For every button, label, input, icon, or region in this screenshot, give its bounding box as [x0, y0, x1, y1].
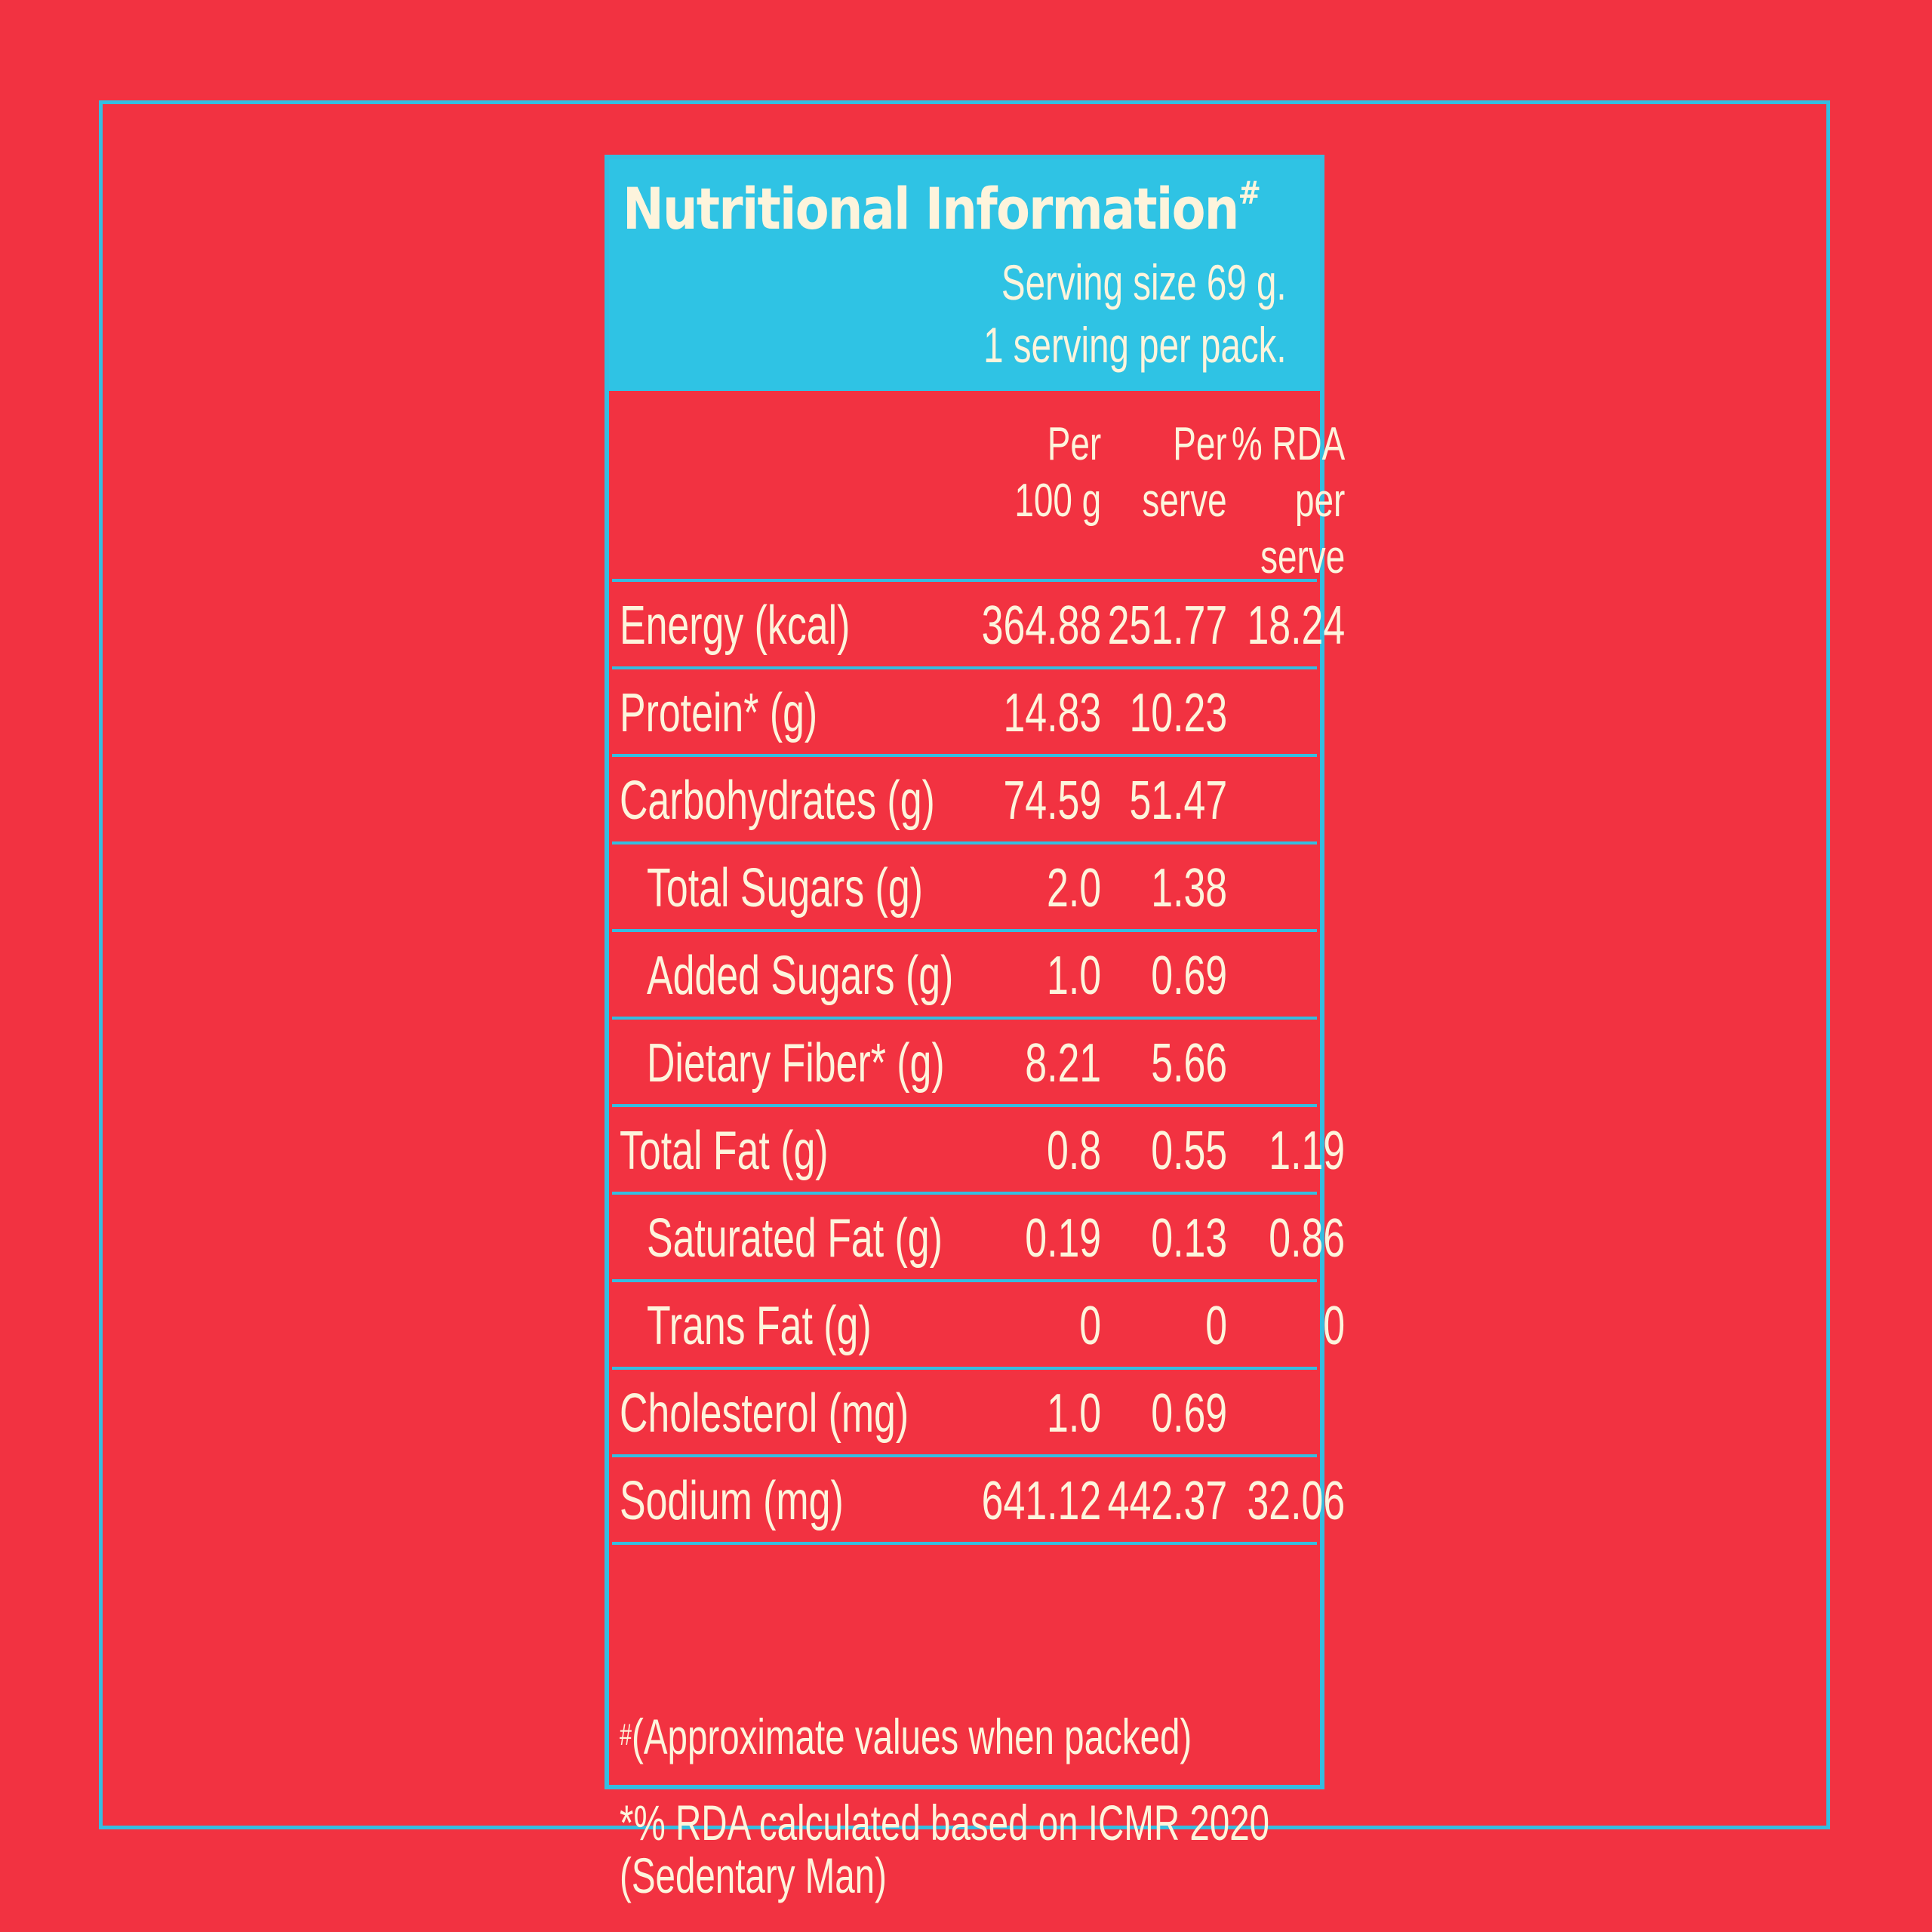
value-per-serve: 442.37	[1107, 1471, 1227, 1531]
value-rda: 18.24	[1247, 595, 1345, 656]
footnote-mark: #	[620, 1718, 632, 1752]
column-header-line: % RDA	[1231, 418, 1345, 470]
nutrient-name: Total Sugars (g)	[647, 858, 923, 918]
nutrition-panel: Nutritional Information# Serving size 69…	[605, 155, 1345, 1902]
value-per-serve: 1.38	[1151, 858, 1227, 918]
value-per-100g: 364.88	[981, 595, 1101, 656]
value-rda: 0	[1323, 1296, 1345, 1356]
value-per-100g: 2.0	[1046, 858, 1101, 918]
panel-header: Nutritional Information# Serving size 69…	[609, 159, 1320, 391]
row-divider	[612, 579, 1317, 582]
value-per-serve: 0.13	[1151, 1208, 1227, 1269]
footnote-rda-basis: *% RDA calculated based on ICMR 2020 (Se…	[620, 1796, 1269, 1902]
row-divider	[612, 1279, 1317, 1282]
value-per-serve: 51.47	[1129, 771, 1227, 831]
value-per-serve: 10.23	[1129, 683, 1227, 743]
row-divider	[612, 1192, 1317, 1195]
value-per-100g: 0.19	[1025, 1208, 1101, 1269]
serving-size: Serving size 69 g.	[1001, 254, 1287, 310]
row-divider	[612, 1454, 1317, 1457]
column-header-per-serve: Per serve	[1143, 416, 1227, 529]
column-header-line: Per	[1047, 418, 1101, 470]
nutrient-name: Sodium (mg)	[620, 1471, 844, 1531]
nutrient-name: Added Sugars (g)	[647, 946, 954, 1006]
value-per-serve: 251.77	[1107, 595, 1227, 656]
nutrient-name: Saturated Fat (g)	[647, 1208, 943, 1269]
value-rda: 32.06	[1247, 1471, 1345, 1531]
value-per-serve: 5.66	[1151, 1033, 1227, 1094]
nutrient-name: Trans Fat (g)	[647, 1296, 872, 1356]
nutrient-name: Energy (kcal)	[620, 595, 851, 656]
nutrient-name: Protein* (g)	[620, 683, 818, 743]
value-rda: 1.19	[1269, 1121, 1345, 1181]
footnote-line: *% RDA calculated based on ICMR 2020	[620, 1795, 1270, 1850]
value-per-serve: 0	[1205, 1296, 1227, 1356]
outer-frame	[99, 100, 1830, 1829]
column-header-line: 100 g	[1014, 475, 1101, 527]
nutrient-name: Total Fat (g)	[620, 1121, 829, 1181]
footnote-approximate: #(Approximate values when packed)	[620, 1710, 1192, 1763]
column-header-rda: % RDA per serve	[1232, 416, 1345, 586]
footnote-text: (Approximate values when packed)	[632, 1709, 1192, 1764]
row-divider	[612, 666, 1317, 669]
row-divider	[612, 1017, 1317, 1020]
value-per-100g: 0.8	[1046, 1121, 1101, 1181]
column-header-per-100g: Per 100 g	[1014, 416, 1101, 529]
row-divider	[612, 1542, 1317, 1545]
panel-title-mark: #	[1238, 174, 1261, 211]
value-per-serve: 0.69	[1151, 946, 1227, 1006]
row-divider	[612, 929, 1317, 932]
row-divider	[612, 841, 1317, 844]
value-per-100g: 8.21	[1025, 1033, 1101, 1094]
column-header-line: serve	[1142, 475, 1227, 527]
value-per-100g: 74.59	[1003, 771, 1101, 831]
row-divider	[612, 1104, 1317, 1107]
row-divider	[612, 754, 1317, 757]
value-per-100g: 0	[1079, 1296, 1101, 1356]
row-divider	[612, 1367, 1317, 1370]
value-per-100g: 14.83	[1003, 683, 1101, 743]
footnote-line: (Sedentary Man)	[620, 1847, 887, 1903]
panel-title: Nutritional Information#	[623, 177, 1261, 238]
column-header-line: Per	[1173, 418, 1227, 470]
value-rda: 0.86	[1269, 1208, 1345, 1269]
value-per-100g: 1.0	[1046, 1383, 1101, 1444]
nutrient-name: Cholesterol (mg)	[620, 1383, 909, 1444]
value-per-100g: 1.0	[1046, 946, 1101, 1006]
column-header-line: serve	[1260, 531, 1345, 583]
value-per-100g: 641.12	[981, 1471, 1101, 1531]
column-header-line: per	[1294, 475, 1345, 527]
value-per-serve: 0.69	[1151, 1383, 1227, 1444]
servings-per-pack: 1 serving per pack.	[983, 317, 1287, 373]
panel-title-text: Nutritional Information	[623, 175, 1239, 242]
nutrient-name: Carbohydrates (g)	[620, 771, 935, 831]
value-per-serve: 0.55	[1151, 1121, 1227, 1181]
nutrient-name: Dietary Fiber* (g)	[647, 1033, 945, 1094]
